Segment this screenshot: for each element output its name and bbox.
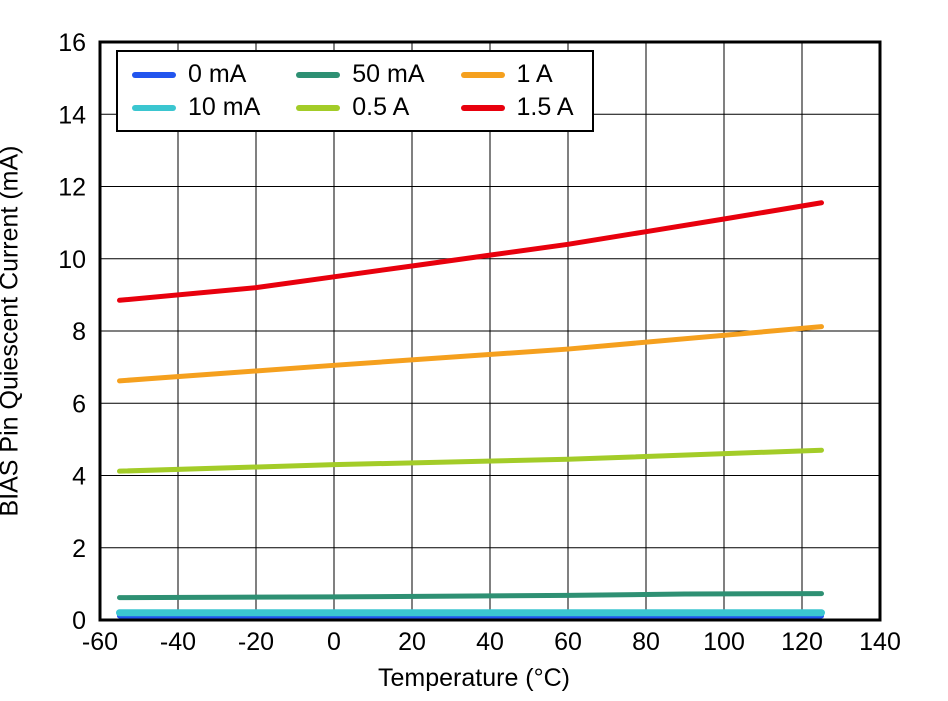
series-line-50-ma xyxy=(117,591,824,601)
legend-item-10-ma: 10 mA xyxy=(132,93,260,122)
x-tick-label: -40 xyxy=(160,628,196,656)
x-axis-title: Temperature (°C) xyxy=(378,664,570,692)
legend-swatch-1-a xyxy=(460,71,505,78)
x-tick-label: -20 xyxy=(238,628,274,656)
legend-label-0-ma: 0 mA xyxy=(188,60,247,88)
legend-swatch-0-5-a xyxy=(296,104,341,111)
x-tick-label: 40 xyxy=(476,628,504,656)
legend-item-50-ma: 50 mA xyxy=(296,60,425,89)
legend: 0 mA 50 mA 1 A 10 mA 0.5 A 1.5 A xyxy=(116,50,594,132)
legend-swatch-0-ma xyxy=(132,71,176,78)
plot-border xyxy=(98,40,882,622)
legend-swatch-1-5-a xyxy=(460,104,505,111)
legend-item-0-ma: 0 mA xyxy=(132,60,260,89)
x-tick-label: 120 xyxy=(781,628,823,656)
series-line-0-5-a xyxy=(117,447,824,474)
legend-item-0-5-a: 0.5 A xyxy=(296,93,424,122)
x-tick-label: 0 xyxy=(327,628,341,656)
legend-label-50-ma: 50 mA xyxy=(352,60,425,88)
x-tick-label: 140 xyxy=(859,628,901,656)
legend-label-10-ma: 10 mA xyxy=(188,93,261,121)
y-tick-label: 6 xyxy=(72,390,86,418)
y-tick-label: 2 xyxy=(72,535,86,563)
legend-item-1-a: 1 A xyxy=(460,60,574,89)
y-axis-title: BIAS Pin Quiescent Current (mA) xyxy=(0,145,24,517)
legend-item-1-5-a: 1.5 A xyxy=(460,93,574,122)
y-tick-label: 10 xyxy=(58,246,86,274)
y-tick-label: 16 xyxy=(58,29,86,57)
legend-label-1-5-a: 1.5 A xyxy=(516,93,574,121)
x-tick-label: 60 xyxy=(554,628,582,656)
x-tick-label: 100 xyxy=(703,628,745,656)
x-tick-label: 80 xyxy=(632,628,660,656)
series-line-1-a xyxy=(117,324,824,384)
legend-label-0-5-a: 0.5 A xyxy=(352,93,410,121)
series-line-1-5-a xyxy=(117,200,824,303)
y-tick-label: 4 xyxy=(72,463,86,491)
y-tick-label: 12 xyxy=(58,174,86,202)
y-tick-label: 0 xyxy=(72,607,86,635)
y-tick-label: 8 xyxy=(72,318,86,346)
x-tick-label: -60 xyxy=(82,628,118,656)
legend-swatch-50-ma xyxy=(296,71,341,78)
legend-label-1-a: 1 A xyxy=(516,60,553,88)
y-tick-label: 14 xyxy=(58,101,86,129)
x-tick-label: 20 xyxy=(398,628,426,656)
legend-swatch-10-ma xyxy=(132,104,176,111)
